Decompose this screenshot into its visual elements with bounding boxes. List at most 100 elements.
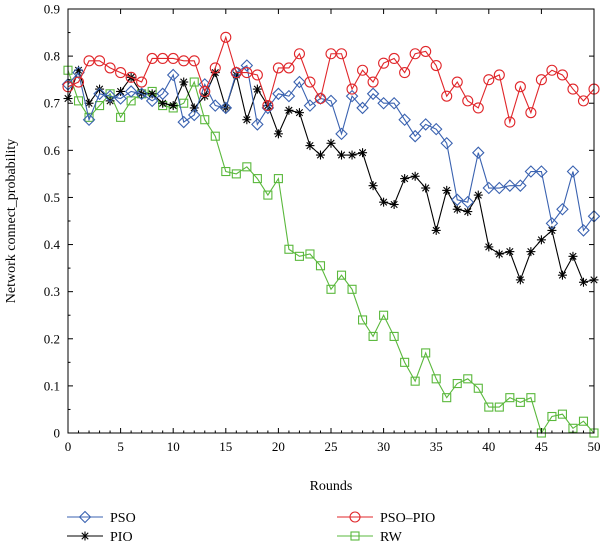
- data-point-rw: [315, 261, 326, 271]
- data-point-pso-pio: [283, 62, 295, 74]
- x-tick-label: 20: [272, 439, 285, 454]
- data-point-pso: [503, 179, 517, 192]
- data-point-pso-pio: [493, 69, 505, 81]
- data-point-pio: [515, 275, 525, 285]
- data-point-pso: [545, 217, 559, 230]
- data-point-rw: [358, 315, 368, 325]
- data-point-pso: [209, 99, 222, 112]
- legend-label: PSO: [110, 511, 136, 526]
- data-point-rw: [547, 411, 557, 422]
- data-point-pso: [493, 181, 506, 195]
- data-point-pso-pio: [451, 76, 463, 88]
- data-point-pso-pio: [251, 69, 263, 81]
- axes: 0 5 10 15 20 25 30 35 40 45 50 0 0.1 0.2 0.3 0.4 0.5 0.6 0…: [44, 2, 600, 455]
- data-point-pso-pio: [535, 74, 547, 86]
- data-point-pso: [82, 113, 96, 126]
- data-point-pio: [368, 181, 378, 191]
- x-tick-label: 35: [430, 439, 443, 454]
- data-point-rw: [494, 402, 504, 412]
- data-point-pso: [114, 92, 127, 105]
- data-point-pso: [440, 136, 453, 150]
- data-point-rw: [116, 112, 126, 122]
- data-point-rw: [189, 77, 199, 87]
- data-point-pio: [442, 185, 452, 195]
- data-point-pso: [261, 101, 275, 115]
- data-point-pio: [147, 89, 157, 99]
- data-point-rw: [273, 174, 283, 184]
- data-point-rw: [526, 393, 536, 403]
- data-point-rw: [336, 270, 347, 280]
- data-point-pso-pio: [167, 52, 179, 65]
- data-point-pio: [168, 101, 178, 111]
- data-point-pso-pio: [504, 116, 516, 128]
- data-point-rw: [578, 416, 589, 426]
- data-point-pso-pio: [462, 95, 474, 107]
- data-point-rw: [389, 331, 399, 341]
- data-point-pso-pio: [125, 71, 137, 83]
- data-point-pso: [472, 146, 485, 159]
- data-point-rw: [442, 393, 452, 403]
- data-point-pso: [251, 118, 264, 131]
- series-pso: [61, 59, 600, 237]
- data-point-pso: [219, 101, 233, 115]
- data-point-pso-pio: [357, 64, 369, 76]
- data-point-pio: [400, 174, 410, 184]
- series-line-pso-pio: [67, 35, 595, 125]
- data-point-pio: [473, 190, 483, 200]
- plot-area: [61, 31, 600, 438]
- data-point-pso: [566, 165, 580, 178]
- data-point-pso: [429, 122, 443, 136]
- data-point-pso-pio: [567, 83, 579, 95]
- data-point-rw: [505, 393, 515, 403]
- data-point-pso-pio: [314, 92, 327, 105]
- data-point-rw: [221, 166, 231, 177]
- data-point-pio: [463, 207, 473, 217]
- data-point-rw: [473, 383, 483, 393]
- data-point-rw: [84, 112, 94, 122]
- y-tick-label: 0.3: [44, 284, 60, 299]
- data-point-pso: [177, 115, 190, 129]
- data-point-pso: [514, 179, 527, 192]
- legend: PSO PIO PSO–PIO RW: [67, 510, 435, 545]
- x-tick-label: 25: [325, 439, 338, 454]
- data-point-pso-pio: [304, 76, 316, 88]
- data-point-pso: [103, 89, 117, 103]
- legend-label: PSO–PIO: [380, 511, 435, 526]
- data-point-pio: [526, 247, 536, 257]
- data-point-pio: [273, 129, 283, 139]
- x-tick-label: 50: [588, 439, 600, 454]
- data-point-pso: [303, 99, 317, 112]
- data-point-rw: [463, 374, 473, 384]
- data-point-pso: [356, 101, 369, 115]
- legend-swatch-marker: [350, 531, 360, 541]
- data-point-pio: [547, 225, 557, 235]
- data-point-rw: [242, 162, 252, 172]
- data-point-pso-pio: [346, 83, 358, 95]
- y-tick-label: 0.9: [44, 2, 60, 17]
- data-point-rw: [368, 331, 378, 341]
- data-point-pso: [535, 165, 548, 178]
- data-point-pio: [337, 150, 347, 160]
- data-point-pso: [124, 85, 138, 98]
- data-point-pso-pio: [441, 90, 453, 102]
- data-point-pso-pio: [199, 85, 211, 97]
- data-point-pio: [179, 77, 189, 87]
- data-point-pso-pio: [72, 76, 85, 88]
- legend-swatch-marker: [80, 531, 90, 541]
- data-point-pso: [577, 224, 590, 237]
- data-point-pso-pio: [188, 55, 200, 67]
- data-point-pso: [398, 113, 411, 126]
- data-point-pso-pio: [399, 67, 411, 79]
- x-tick-label: 10: [167, 439, 180, 454]
- data-point-pio: [315, 150, 325, 160]
- data-point-pso: [524, 165, 538, 178]
- y-tick-label: 0.1: [44, 378, 60, 393]
- data-point-rw: [326, 284, 336, 294]
- data-point-rw: [200, 115, 210, 125]
- data-point-pso-pio: [293, 48, 305, 60]
- data-point-pso-pio: [483, 74, 495, 86]
- series-line-rw: [67, 70, 595, 435]
- data-point-pio: [389, 200, 399, 210]
- data-point-pso-pio: [388, 52, 400, 65]
